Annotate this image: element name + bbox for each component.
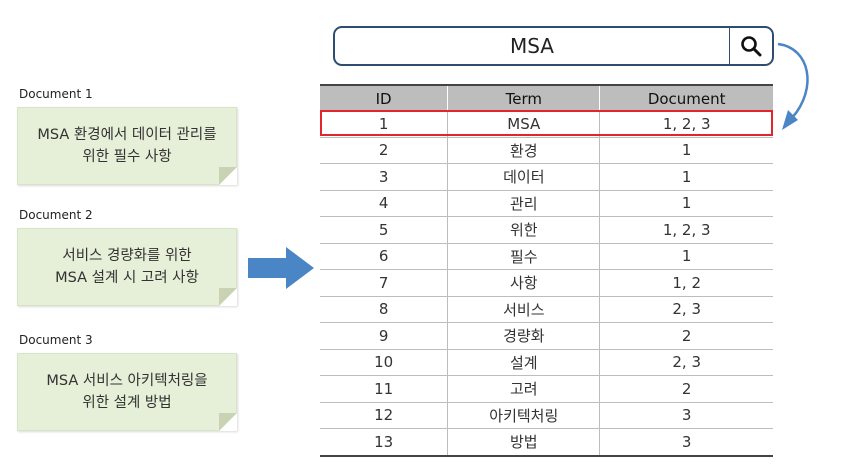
table-row: 9 경량화 2	[320, 322, 773, 350]
document-1-text: MSA 환경에서 데이터 관리를 위한 필수 사항	[37, 127, 217, 165]
cell-document: 1	[599, 190, 773, 217]
search-button[interactable]	[729, 28, 772, 64]
note-fold-corner	[219, 167, 237, 185]
cell-document: 2, 3	[599, 296, 773, 323]
cell-document: 2	[599, 375, 773, 403]
cell-term: 데이터	[447, 163, 600, 191]
document-3-label: Document 3	[19, 333, 93, 347]
cell-document: 2, 3	[599, 349, 773, 376]
cell-id: 7	[320, 269, 448, 297]
cell-term: 필수	[447, 243, 600, 270]
table-row: 10 설계 2, 3	[320, 349, 773, 376]
cell-term: 위한	[447, 216, 600, 244]
cell-id: 6	[320, 243, 448, 270]
document-2-label: Document 2	[19, 208, 93, 222]
search-icon	[741, 36, 762, 57]
cell-term: MSA	[447, 111, 600, 138]
table-row: 13 방법 3	[320, 428, 773, 456]
table-row: 5 위한 1, 2, 3	[320, 216, 773, 244]
right-arrow-icon	[248, 247, 314, 289]
cell-document: 3	[599, 402, 773, 429]
cell-document: 1, 2	[599, 269, 773, 297]
cell-document: 3	[599, 428, 773, 456]
table-row: 4 관리 1	[320, 190, 773, 217]
document-3-note: MSA 서비스 아키텍처링을 위한 설계 방법	[17, 353, 237, 431]
document-1-note: MSA 환경에서 데이터 관리를 위한 필수 사항	[17, 107, 237, 185]
search-bar[interactable]: MSA	[333, 26, 774, 66]
header-document: Document	[599, 85, 773, 111]
table-row: 2 환경 1	[320, 137, 773, 164]
cell-term: 환경	[447, 137, 600, 164]
cell-id: 1	[320, 111, 448, 138]
table-row: 8 서비스 2, 3	[320, 296, 773, 323]
cell-term: 관리	[447, 190, 600, 217]
cell-id: 12	[320, 402, 448, 429]
cell-document: 1	[599, 163, 773, 191]
document-3-text: MSA 서비스 아키텍처링을 위한 설계 방법	[46, 373, 208, 411]
cell-id: 9	[320, 322, 448, 350]
cell-term: 아키텍처링	[447, 402, 600, 429]
cell-id: 5	[320, 216, 448, 244]
cell-id: 8	[320, 296, 448, 323]
cell-document: 1, 2, 3	[599, 111, 773, 138]
cell-term: 서비스	[447, 296, 600, 323]
cell-term: 고려	[447, 375, 600, 403]
curved-arrow-icon	[777, 42, 809, 130]
cell-term: 사항	[447, 269, 600, 297]
term-index-table: ID Term Document 1 MSA 1, 2, 3 2 환경 1 3 데이터 1 4 관리…	[320, 84, 773, 457]
table-row: 12 아키텍처링 3	[320, 402, 773, 429]
table-row: 3 데이터 1	[320, 163, 773, 191]
cell-term: 경량화	[447, 322, 600, 350]
cell-id: 10	[320, 349, 448, 376]
note-fold-corner	[219, 288, 237, 306]
table-row: 1 MSA 1, 2, 3	[320, 111, 773, 138]
document-2-note: 서비스 경량화를 위한 MSA 설계 시 고려 사항	[17, 228, 237, 306]
cell-id: 3	[320, 163, 448, 191]
cell-term: 설계	[447, 349, 600, 376]
table-header-row: ID Term Document	[320, 85, 773, 111]
cell-document: 1	[599, 243, 773, 270]
header-term: Term	[447, 85, 600, 111]
cell-id: 13	[320, 428, 448, 456]
table-row: 7 사항 1, 2	[320, 269, 773, 297]
cell-document: 1, 2, 3	[599, 216, 773, 244]
cell-id: 2	[320, 137, 448, 164]
cell-id: 4	[320, 190, 448, 217]
cell-term: 방법	[447, 428, 600, 456]
table-body: 1 MSA 1, 2, 3 2 환경 1 3 데이터 1 4 관리 1 5 위한 1, 2, 3 6 필수 1 7 사…	[320, 111, 773, 456]
note-fold-corner	[219, 413, 237, 431]
search-input[interactable]: MSA	[509, 34, 554, 58]
table-row: 6 필수 1	[320, 243, 773, 270]
cell-document: 2	[599, 322, 773, 350]
document-2-text: 서비스 경량화를 위한 MSA 설계 시 고려 사항	[55, 248, 199, 286]
cell-document: 1	[599, 137, 773, 164]
document-1-label: Document 1	[19, 87, 93, 101]
cell-id: 11	[320, 375, 448, 403]
table-row: 11 고려 2	[320, 375, 773, 403]
header-id: ID	[320, 85, 448, 111]
